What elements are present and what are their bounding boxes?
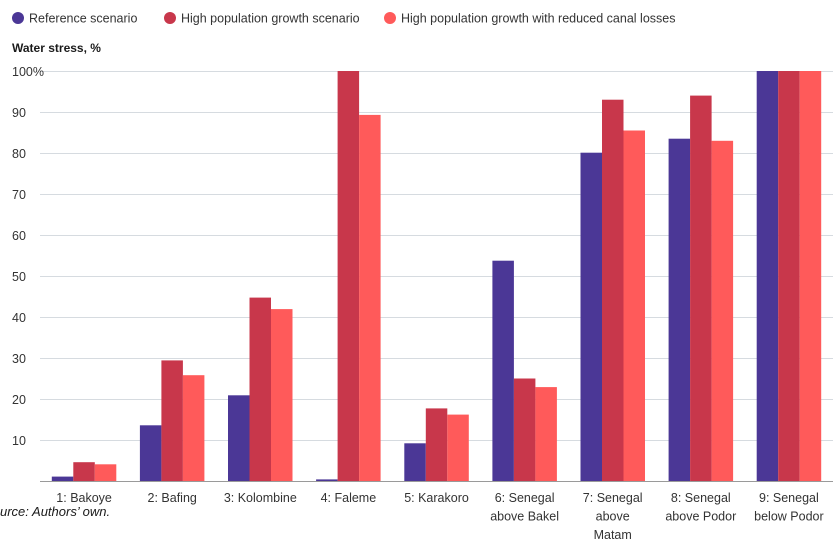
bar (271, 309, 293, 482)
x-category-label: below Podor (754, 510, 824, 524)
y-tick-label: 40 (12, 311, 26, 325)
bar (690, 95, 712, 482)
y-tick-label: 80 (12, 147, 26, 161)
bar (73, 462, 95, 482)
bar (404, 443, 426, 482)
y-tick-label: 70 (12, 188, 26, 202)
legend-label-2: High population growth scenario (181, 12, 360, 26)
x-category-label: 6: Senegal (495, 491, 555, 505)
y-tick-label: 100% (12, 65, 44, 79)
bar (756, 71, 779, 482)
x-category-label: 5: Karakoro (404, 491, 469, 505)
bar (778, 71, 800, 482)
bar (602, 99, 624, 482)
bar (711, 140, 734, 482)
y-tick-label: 90 (12, 106, 26, 120)
bar (513, 378, 536, 482)
bar (337, 71, 360, 482)
bars (51, 71, 822, 482)
bar (228, 395, 250, 482)
legend-label-3: High population growth with reduced cana… (401, 12, 675, 26)
bar (316, 479, 338, 482)
y-tick-label: 10 (12, 434, 26, 448)
source-note: urce: Authors’ own. (0, 504, 110, 519)
x-category-label: 9: Senegal (759, 491, 819, 505)
x-category-label: 8: Senegal (671, 491, 731, 505)
legend-swatch-2 (164, 12, 176, 24)
x-category-label: above (596, 510, 630, 524)
y-axis-title: Water stress, % (12, 41, 101, 55)
x-category-label: 3: Kolombine (224, 491, 297, 505)
x-category-label: 2: Bafing (148, 491, 197, 505)
bar (139, 425, 162, 482)
bar (359, 114, 381, 482)
bar (580, 152, 602, 482)
x-category-label: Matam (594, 528, 632, 542)
bar (535, 387, 557, 482)
bar (623, 130, 645, 482)
bar (425, 408, 448, 482)
bar (799, 71, 822, 482)
legend-swatch-3 (384, 12, 396, 24)
bar (161, 360, 183, 482)
legend-swatch-1 (12, 12, 24, 24)
bar (668, 138, 691, 482)
x-category-label: 7: Senegal (583, 491, 643, 505)
legend: Reference scenario High population growth… (12, 12, 675, 26)
y-tick-label: 20 (12, 393, 26, 407)
y-tick-label: 30 (12, 352, 26, 366)
x-category-label: above Podor (665, 510, 736, 524)
legend-label-1: Reference scenario (29, 12, 137, 26)
x-category-label: 4: Faleme (321, 491, 377, 505)
bar (51, 476, 74, 482)
y-axis-ticks: 10 20 30 40 50 60 70 80 90 100% (12, 65, 44, 448)
bar (249, 297, 271, 482)
y-tick-label: 60 (12, 229, 26, 243)
x-category-label: above Bakel (490, 510, 559, 524)
y-tick-label: 50 (12, 270, 26, 284)
x-category-label: 1: Bakoye (56, 491, 112, 505)
bar (492, 260, 514, 482)
bar (182, 375, 205, 482)
bar (447, 414, 469, 482)
bar (94, 464, 117, 482)
x-axis-labels: 1: Bakoye 2: Bafing 3: Kolombine 4: Faleme 5… (56, 491, 823, 542)
